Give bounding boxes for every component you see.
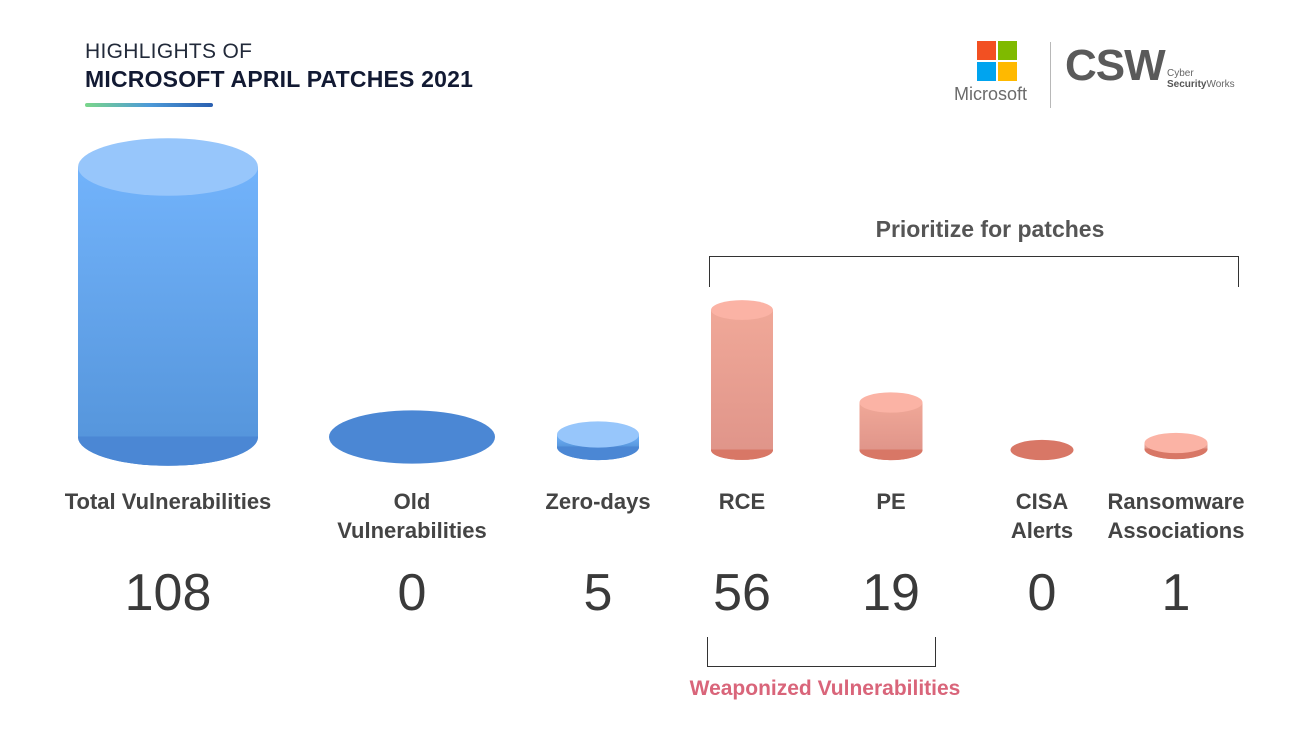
csw-sub-line2: SecurityWorks: [1167, 78, 1235, 91]
bar-body-0: [78, 167, 258, 437]
csw-sub-line1: Cyber: [1167, 68, 1194, 79]
bar-2: [557, 421, 639, 461]
category-label-line: Zero-days: [545, 489, 651, 514]
logos: Microsoft CSW Cyber SecurityWorks: [953, 38, 1253, 110]
page-title: MICROSOFT APRIL PATCHES 2021: [85, 66, 474, 92]
csw-logo-subtitle: Cyber SecurityWorks: [1167, 68, 1235, 91]
category-label-0: Total Vulnerabilities: [58, 487, 278, 516]
ms-square-blue: [977, 62, 996, 81]
bar-top-6: [1144, 432, 1208, 454]
title-underline: [85, 103, 213, 107]
category-label-6: Ransomware Associations: [1066, 487, 1286, 545]
category-label-3: RCE: [632, 487, 852, 516]
category-label-line: Vulnerabilities: [337, 518, 487, 543]
category-label-line: CISA: [1015, 489, 1069, 514]
category-label-line: Old: [393, 489, 431, 514]
bar-bottom-1: [329, 410, 495, 464]
value-label-6: 1: [1161, 564, 1191, 622]
value-label-1: 0: [397, 564, 427, 622]
category-label-1: Old Vulnerabilities: [302, 487, 522, 545]
bar-top-0: [78, 138, 258, 196]
bar-front-0: [78, 436, 258, 466]
bar-0: [78, 138, 258, 466]
bar-body-3: [711, 310, 773, 450]
value-label-3: 56: [713, 564, 771, 622]
bar-top-3: [711, 300, 773, 320]
bar-4: [859, 392, 923, 461]
header: HIGHLIGHTS OF MICROSOFT APRIL PATCHES 20…: [85, 40, 473, 107]
bar-front-3: [711, 449, 773, 460]
bar-front-4: [859, 449, 923, 461]
bars-group: [78, 138, 1208, 466]
prioritize-label: Prioritize for patches: [875, 216, 1105, 242]
category-label-line: PE: [876, 489, 906, 514]
logo-divider: [1050, 42, 1051, 108]
header-pretitle: HIGHLIGHTS OF: [85, 40, 253, 63]
bar-5: [1010, 439, 1074, 461]
category-label-line: Ransomware: [1107, 489, 1245, 514]
bar-1: [329, 410, 495, 464]
ms-square-yellow: [998, 62, 1017, 81]
category-label-line: Alerts: [1010, 518, 1074, 543]
bar-6: [1144, 432, 1208, 460]
csw-logo: CSW: [1065, 41, 1166, 90]
ms-square-green: [998, 41, 1017, 60]
bar-front-2: [557, 446, 639, 461]
weaponized-label: Weaponized Vulnerabilities: [689, 677, 961, 700]
value-label-5: 0: [1027, 564, 1057, 622]
value-label-4: 19: [862, 564, 920, 622]
category-label-5: CISA Alerts: [932, 487, 1152, 545]
microsoft-logo-label: Microsoft: [954, 84, 1028, 104]
category-label-line: RCE: [718, 489, 766, 514]
weaponized-bracket: [707, 637, 936, 667]
category-label-line: Associations: [1107, 518, 1245, 543]
ms-square-red: [977, 41, 996, 60]
csw-sub-rest: Works: [1206, 78, 1235, 90]
category-label-line: Total Vulnerabilities: [64, 489, 272, 514]
value-label-2: 5: [583, 564, 613, 622]
prioritize-bracket: [709, 256, 1239, 287]
bar-3: [711, 300, 773, 460]
value-label-0: 108: [124, 564, 212, 622]
microsoft-logo-icon: [977, 41, 1017, 81]
bar-bottom-5: [1010, 439, 1074, 461]
category-label-2: Zero-days: [488, 487, 708, 516]
bar-top-2: [557, 421, 639, 448]
bar-top-4: [859, 392, 923, 413]
category-label-4: PE: [781, 487, 1001, 516]
csw-sub-bold: Security: [1167, 78, 1207, 90]
